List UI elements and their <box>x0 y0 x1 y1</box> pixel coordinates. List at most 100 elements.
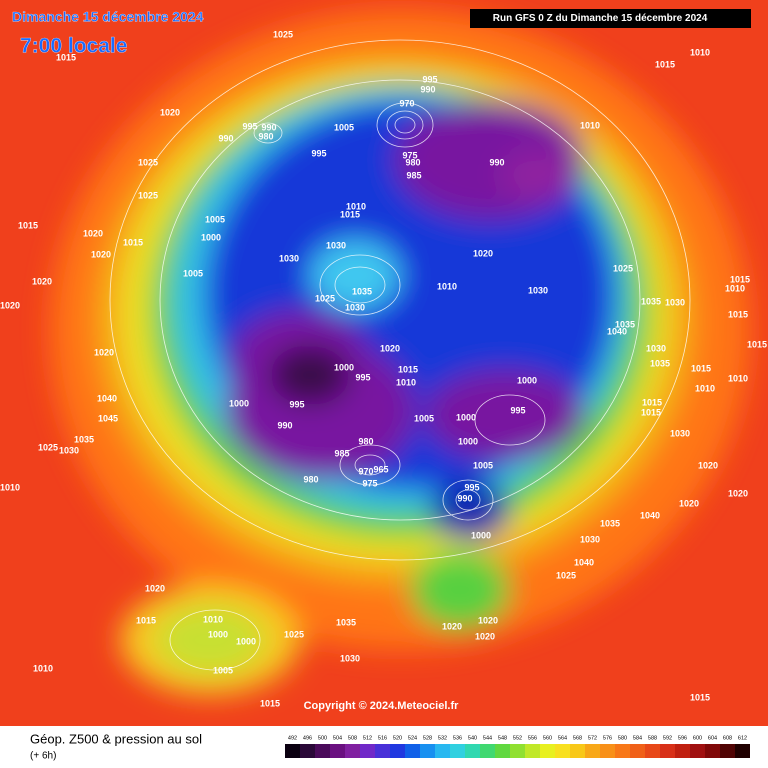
pressure-label: 980 <box>303 474 318 484</box>
pressure-label: 1005 <box>473 460 493 470</box>
pressure-label: 965 <box>373 464 388 474</box>
pressure-label: 1025 <box>273 29 293 39</box>
isobars <box>109 39 691 671</box>
pressure-label: 1005 <box>414 413 434 423</box>
colorbar-label: 604 <box>708 735 717 741</box>
pressure-label: 1010 <box>728 373 748 383</box>
pressure-label: 1025 <box>138 190 158 200</box>
colorbar-cell <box>345 744 360 758</box>
colorbar-label: 544 <box>483 735 492 741</box>
pressure-label: 1010 <box>33 663 53 673</box>
colorbar-label: 536 <box>453 735 462 741</box>
pressure-label: 1030 <box>580 534 600 544</box>
colorbar-cell <box>315 744 330 758</box>
pressure-label: 980 <box>258 131 273 141</box>
pressure-label: 1015 <box>728 309 748 319</box>
colorbar-label: 500 <box>318 735 327 741</box>
pressure-label: 1010 <box>396 377 416 387</box>
pressure-label: 990 <box>489 157 504 167</box>
pressure-label: 990 <box>218 133 233 143</box>
pressure-label: 1020 <box>478 615 498 625</box>
pressure-label: 1035 <box>600 518 620 528</box>
pressure-label: 1010 <box>346 201 366 211</box>
pressure-label: 1030 <box>670 428 690 438</box>
pressure-label: 970 <box>358 466 373 476</box>
colorbar-label: 512 <box>363 735 372 741</box>
colorbar-label: 520 <box>393 735 402 741</box>
pressure-label: 1030 <box>340 653 360 663</box>
pressure-label: 1020 <box>475 631 495 641</box>
pressure-label: 1015 <box>340 209 360 219</box>
pressure-label: 1020 <box>728 488 748 498</box>
pressure-label: 1020 <box>145 583 165 593</box>
colorbar-cell <box>480 744 495 758</box>
colorbar-label: 580 <box>618 735 627 741</box>
copyright: Copyright © 2024.Meteociel.fr <box>304 700 460 712</box>
pressure-label: 980 <box>358 436 373 446</box>
pressure-label: 985 <box>406 170 421 180</box>
pressure-label: 1035 <box>641 296 661 306</box>
pressure-label: 1020 <box>380 343 400 353</box>
colorbar-cell <box>435 744 450 758</box>
pressure-label: 1015 <box>18 220 38 230</box>
colorbar-label: 508 <box>348 735 357 741</box>
colorbar-label: 492 <box>288 735 297 741</box>
colorbar-label: 564 <box>558 735 567 741</box>
colorbar-cell <box>405 744 420 758</box>
colorbar-label: 540 <box>468 735 477 741</box>
pressure-label: 1035 <box>336 617 356 627</box>
date: Dimanche 15 décembre 2024 <box>12 9 204 25</box>
pressure-label: 1005 <box>183 268 203 278</box>
pressure-label: 1000 <box>229 398 249 408</box>
pressure-label: 985 <box>334 448 349 458</box>
colorbar-label: 596 <box>678 735 687 741</box>
pressure-label: 1015 <box>655 59 675 69</box>
colorbar-cell <box>465 744 480 758</box>
colorbar-label: 608 <box>723 735 732 741</box>
pressure-label: 1020 <box>0 300 20 310</box>
pressure-label: 1020 <box>442 621 462 631</box>
pressure-label: 1030 <box>326 240 346 250</box>
pressure-label: 1015 <box>398 364 418 374</box>
pressure-label: 1030 <box>646 343 666 353</box>
local-time: 7:00 locale <box>20 35 127 58</box>
pressure-label: 1005 <box>213 665 233 675</box>
pressure-label: 990 <box>261 122 276 132</box>
colorbar-cell <box>375 744 390 758</box>
colorbar-cell <box>600 744 615 758</box>
pressure-label: 1020 <box>32 276 52 286</box>
colorbar-cell <box>495 744 510 758</box>
pressure-label: 1005 <box>334 122 354 132</box>
pressure-label: 1030 <box>665 297 685 307</box>
pressure-label: 1005 <box>205 214 225 224</box>
pressure-label: 1025 <box>284 629 304 639</box>
colorbar-cell <box>510 744 525 758</box>
pressure-label: 1020 <box>83 228 103 238</box>
colorbar-cell <box>540 744 555 758</box>
pressure-label: 1000 <box>458 436 478 446</box>
colorbar-label: 600 <box>693 735 702 741</box>
colorbar-cell <box>390 744 405 758</box>
pressure-label: 995 <box>355 372 370 382</box>
colorbar-label: 552 <box>513 735 522 741</box>
colorbar-cell <box>300 744 315 758</box>
colorbar-cell <box>555 744 570 758</box>
pressure-label: 995 <box>289 399 304 409</box>
pressure-label: 1020 <box>679 498 699 508</box>
colorbar-label: 568 <box>573 735 582 741</box>
colorbar-label: 592 <box>663 735 672 741</box>
colorbar-cell <box>360 744 375 758</box>
colorbar-label: 524 <box>408 735 417 741</box>
colorbar-cell <box>525 744 540 758</box>
colorbar-label: 516 <box>378 735 387 741</box>
colorbar-cell <box>570 744 585 758</box>
pressure-label: 1025 <box>38 442 58 452</box>
pressure-label: 1010 <box>690 47 710 57</box>
pressure-label: 1010 <box>725 283 745 293</box>
pressure-label: 1040 <box>574 557 594 567</box>
colorbar-label: 576 <box>603 735 612 741</box>
pressure-label: 1020 <box>473 248 493 258</box>
pressure-label: 1030 <box>59 445 79 455</box>
colorbar-cell <box>735 744 750 758</box>
